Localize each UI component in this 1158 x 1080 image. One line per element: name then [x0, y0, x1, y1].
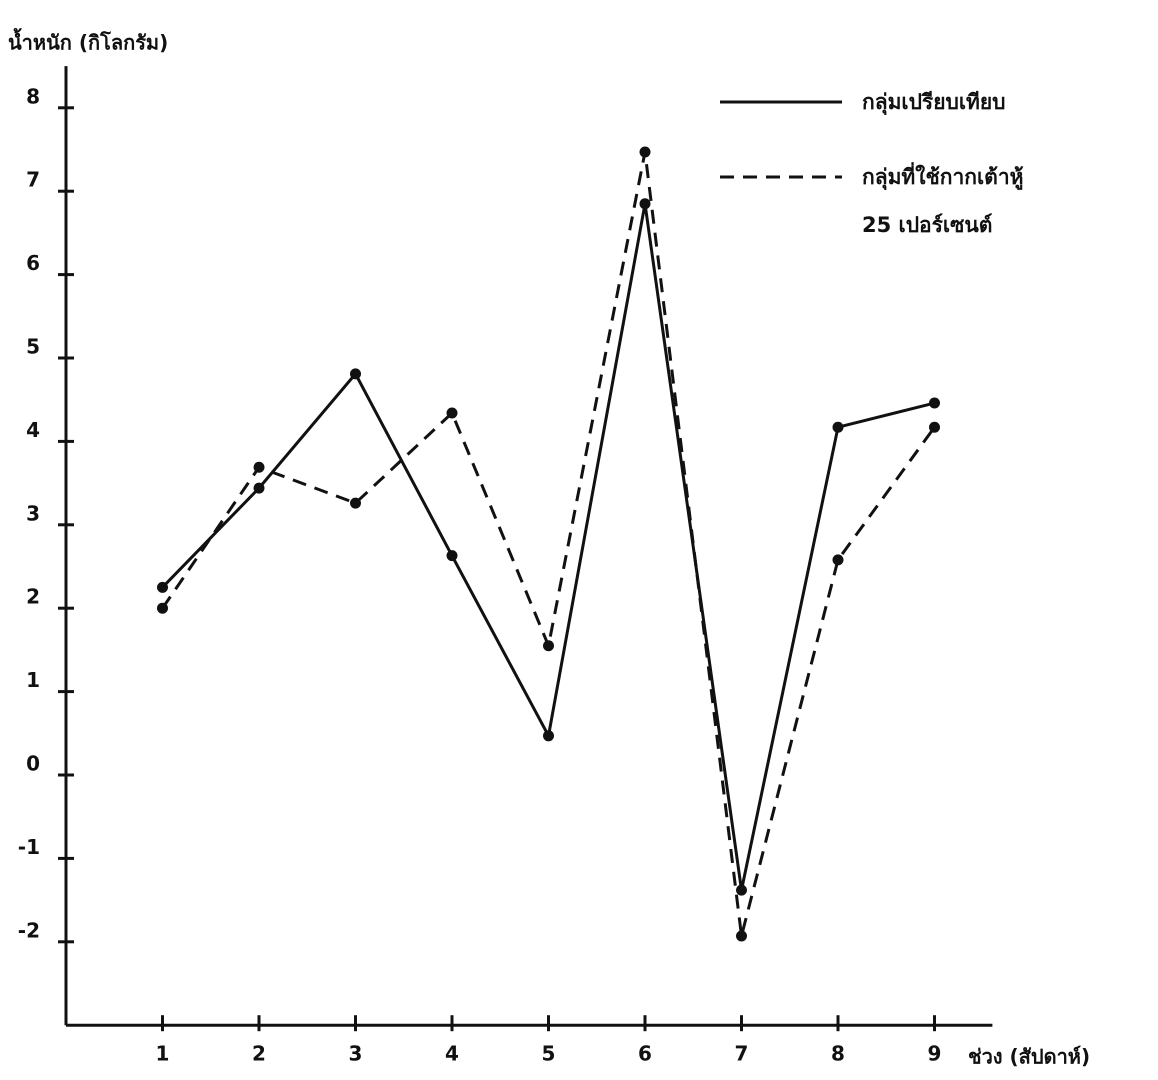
y-tick-label: -2 — [18, 918, 40, 942]
data-point — [254, 483, 265, 494]
y-tick-label: 4 — [26, 418, 40, 442]
x-tick-label: 6 — [638, 1042, 652, 1066]
data-point — [833, 422, 844, 433]
data-point — [157, 582, 168, 593]
data-point — [640, 147, 651, 158]
legend-label: กลุ่มที่ใช้กากเต้าหู้ 25 เปอร์เซนต์ — [862, 153, 1023, 249]
data-point — [736, 885, 747, 896]
y-tick-label: 2 — [26, 585, 40, 609]
x-tick-label: 2 — [252, 1042, 266, 1066]
data-point — [157, 603, 168, 614]
y-tick-label: 6 — [26, 251, 40, 275]
y-tick-label: 1 — [26, 668, 40, 692]
data-point — [929, 422, 940, 433]
data-point — [254, 462, 265, 473]
y-tick-label: 3 — [26, 501, 40, 525]
legend-label: กลุ่มเปรียบเทียบ — [862, 78, 1006, 126]
data-point — [736, 930, 747, 941]
data-point — [929, 398, 940, 409]
data-point — [640, 198, 651, 209]
data-point — [543, 640, 554, 651]
y-tick-label: 7 — [26, 168, 40, 192]
series-line — [163, 152, 935, 936]
series-line — [163, 204, 935, 890]
data-point — [350, 368, 361, 379]
data-point — [447, 550, 458, 561]
x-axis-label: ช่วง (สัปดาห์) — [968, 1045, 1090, 1069]
x-tick-label: 7 — [735, 1042, 749, 1066]
y-tick-label: 0 — [26, 752, 40, 776]
page: น้ำหนัก (กิโลกรัม) ช่วง (สัปดาห์) -2 -1 0 1… — [0, 0, 1158, 1080]
y-tick-label: -1 — [18, 835, 40, 859]
x-tick-label: 9 — [928, 1042, 942, 1066]
y-tick-label: 8 — [26, 84, 40, 108]
y-axis-label: น้ำหนัก (กิโลกรัม) — [8, 28, 168, 55]
data-point — [543, 730, 554, 741]
x-tick-label: 1 — [156, 1042, 170, 1066]
x-tick-label: 8 — [831, 1042, 845, 1066]
data-point — [447, 408, 458, 419]
x-tick-label: 4 — [445, 1042, 459, 1066]
y-tick-label: 5 — [26, 335, 40, 359]
x-tick-label: 5 — [542, 1042, 556, 1066]
data-point — [350, 498, 361, 509]
data-point — [833, 554, 844, 565]
x-tick-label: 3 — [349, 1042, 363, 1066]
